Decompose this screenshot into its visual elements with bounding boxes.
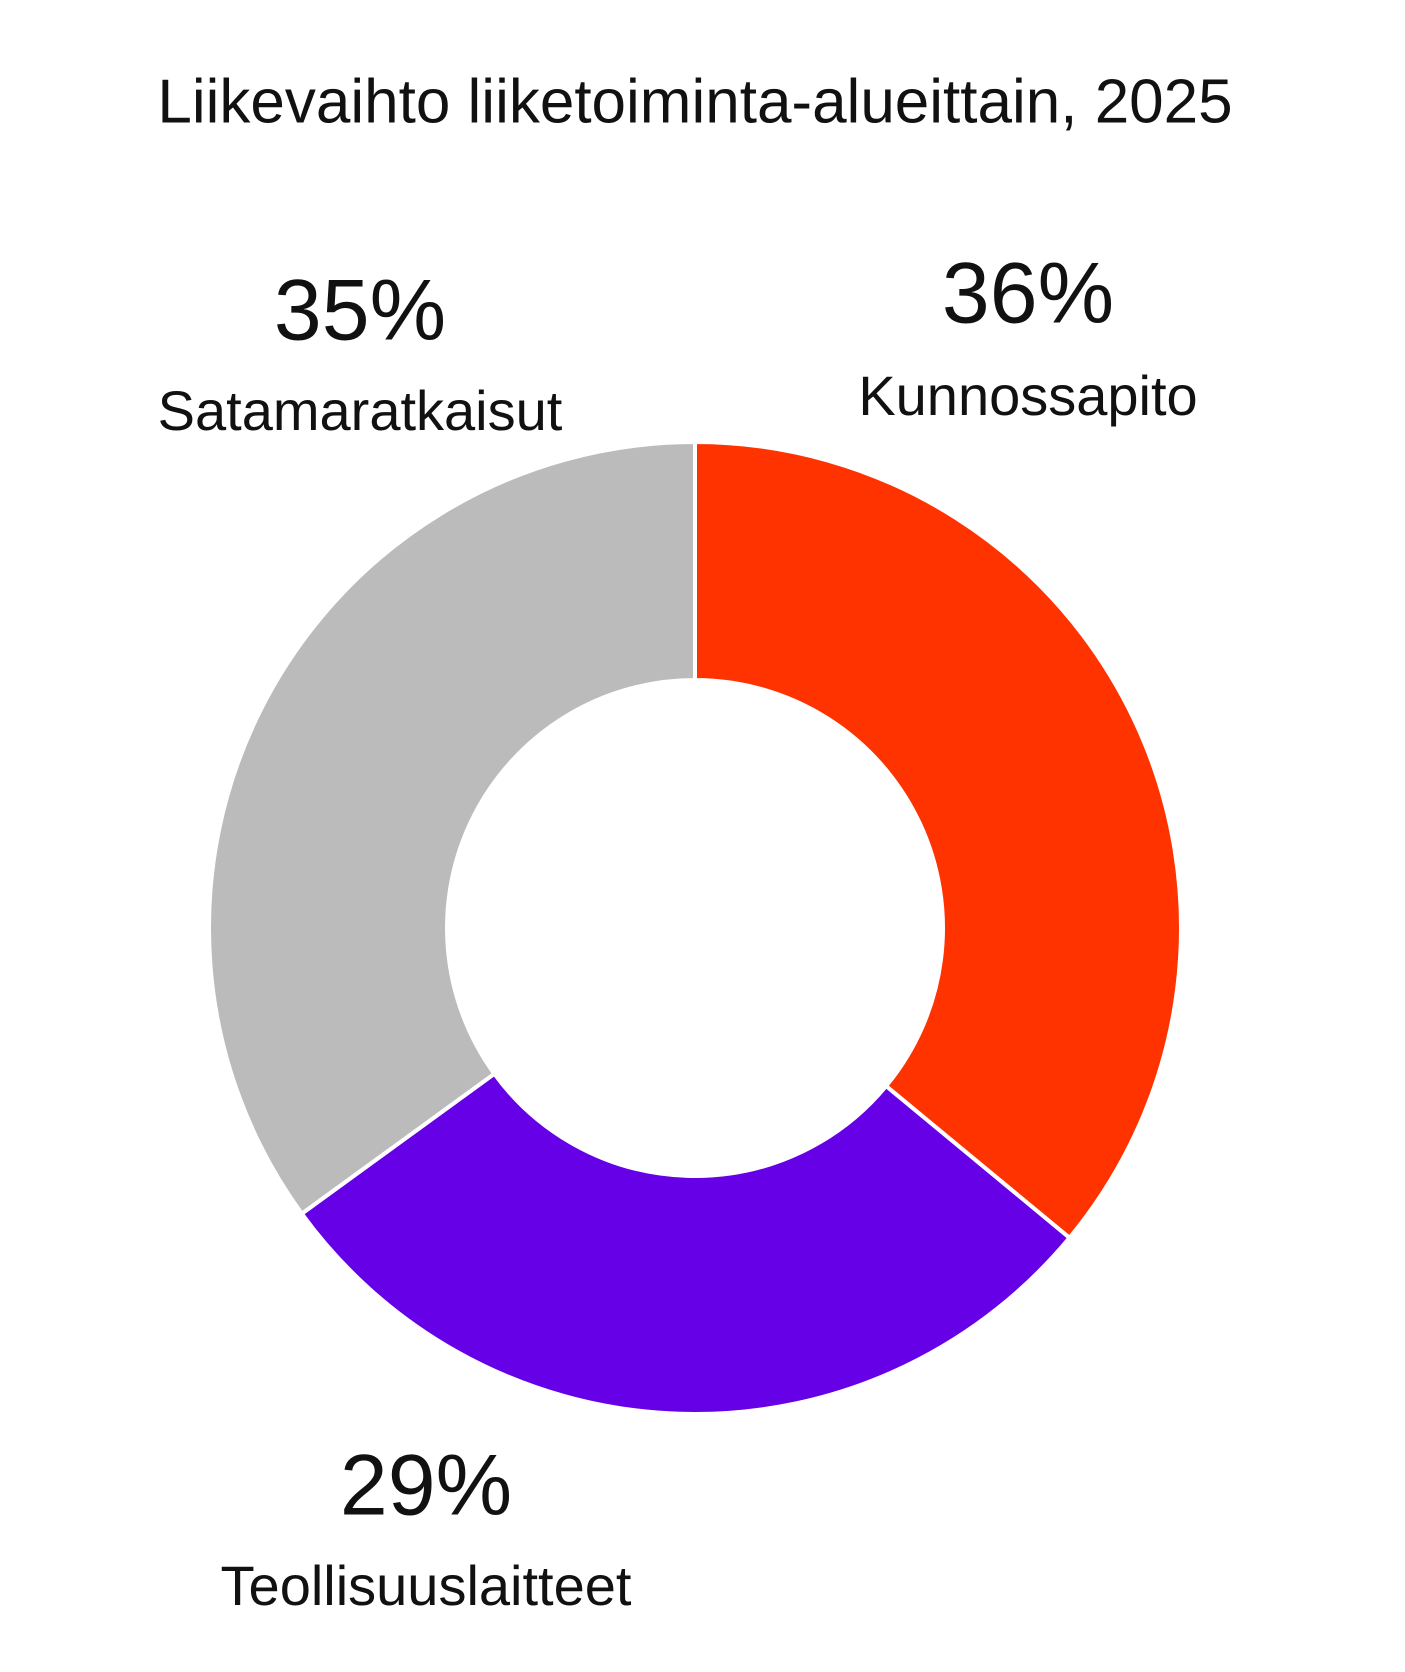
value-label: 35%: [274, 263, 446, 359]
donut-slice: [299, 1070, 1073, 1416]
category-label: Kunnossapito: [858, 364, 1197, 427]
donut-slice: [693, 439, 1183, 1241]
value-label: 36%: [942, 246, 1114, 342]
category-label: Satamaratkaisut: [158, 379, 563, 442]
chart-title: Liikevaihto liiketoiminta-alueittain, 20…: [157, 67, 1232, 136]
donut-slice: [207, 439, 697, 1217]
value-label: 29%: [340, 1438, 512, 1534]
category-label: Teollisuuslaitteet: [221, 1554, 632, 1617]
